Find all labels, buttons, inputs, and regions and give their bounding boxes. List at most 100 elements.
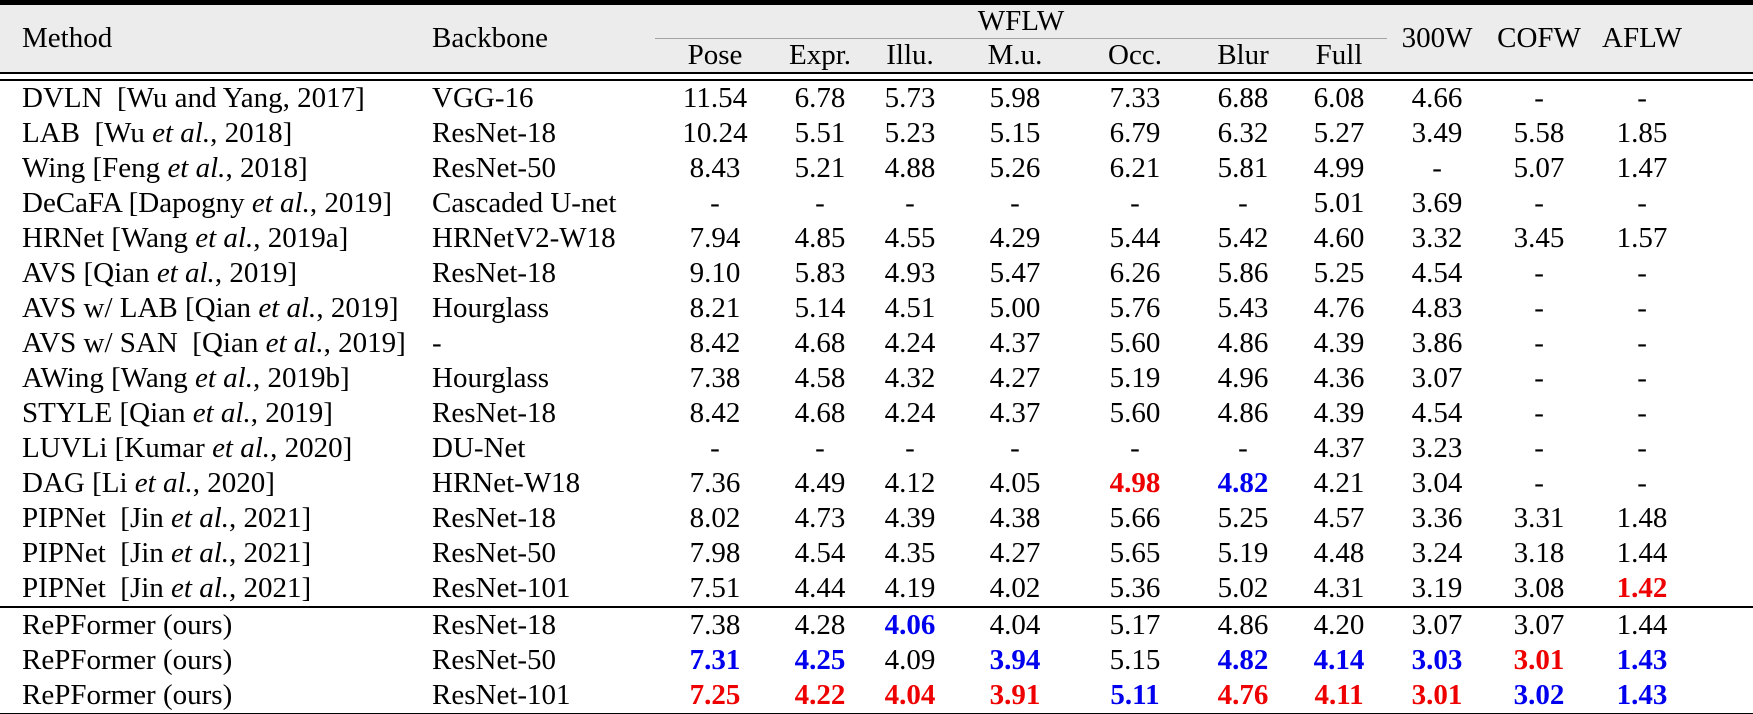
value-cell-expr: 4.22 [775,678,865,714]
method-cell: HRNet [Wang et al., 2019a] [0,221,410,256]
value-cell-expr: 4.28 [775,606,865,643]
table-body: DVLN [Wu and Yang, 2017] VGG-16 11.54 6.78 5… [0,72,1753,714]
method-cell: RePFormer (ours) [0,678,410,714]
value-cell-full: 4.39 [1291,396,1388,431]
value-cell-illu: - [865,186,955,221]
value-cell-mu: 4.37 [955,326,1075,361]
table-row: PIPNet [Jin et al., 2021] ResNet-18 8.02 4.… [0,501,1753,536]
value-cell-expr: 4.85 [775,221,865,256]
method-etal-italic: et al. [192,397,251,429]
value-cell-cofw: - [1487,466,1592,501]
value-cell-occ: 6.79 [1075,116,1195,151]
value-cell-pose: - [655,186,775,221]
value-cell-occ: - [1075,186,1195,221]
value-cell-aflw: 1.44 [1591,536,1753,571]
value-cell-expr: 6.78 [775,80,865,116]
value-cell-300w: 3.86 [1387,326,1488,361]
value-cell-expr: 4.73 [775,501,865,536]
value-cell-expr: 4.68 [775,326,865,361]
value-cell-full: 4.36 [1291,361,1388,396]
value-cell-pose: 7.25 [655,678,775,714]
method-etal-italic: et al. [194,362,253,394]
value-cell-cofw: - [1487,361,1592,396]
value-cell-300w: 4.66 [1387,80,1488,116]
value-cell-300w: 3.07 [1387,606,1488,643]
backbone-cell: ResNet-18 [410,256,655,291]
value-cell-blur: 5.43 [1195,291,1291,326]
method-cell: AWing [Wang et al., 2019b] [0,361,410,396]
value-cell-expr: 4.25 [775,643,865,678]
backbone-cell: Cascaded U-net [410,186,655,221]
value-cell-expr: 4.49 [775,466,865,501]
value-cell-pose: 7.38 [655,606,775,643]
method-citation-year: , 2019] [214,257,297,289]
value-cell-blur: - [1195,431,1291,466]
method-name: DeCaFA [Dapogny [22,187,252,219]
method-cell: STYLE [Qian et al., 2019] [0,396,410,431]
value-cell-full: 4.31 [1291,571,1388,607]
value-cell-mu: 5.00 [955,291,1075,326]
method-name: AVS w/ LAB [Qian [22,292,259,324]
value-cell-occ: 4.98 [1075,466,1195,501]
value-cell-cofw: 5.07 [1487,151,1592,186]
value-cell-illu: 4.12 [865,466,955,501]
value-cell-full: 4.37 [1291,431,1388,466]
value-cell-full: 4.14 [1291,643,1388,678]
method-name: AVS [Qian [22,257,157,289]
method-name: LUVLi [Kumar [22,432,213,464]
value-cell-pose: 8.43 [655,151,775,186]
method-etal-italic: et al. [212,432,271,464]
value-cell-full: 4.57 [1291,501,1388,536]
value-cell-blur: 4.86 [1195,326,1291,361]
value-cell-cofw: 3.01 [1487,643,1592,678]
method-name: Wing [Feng [22,152,168,184]
col-header-backbone: Backbone [410,2,655,73]
value-cell-aflw: 1.42 [1591,571,1753,607]
value-cell-mu: 4.38 [955,501,1075,536]
value-cell-cofw: 3.08 [1487,571,1592,607]
value-cell-aflw: 1.57 [1591,221,1753,256]
value-cell-cofw: 3.02 [1487,678,1592,714]
value-cell-occ: 5.36 [1075,571,1195,607]
value-cell-full: 4.99 [1291,151,1388,186]
value-cell-mu: 3.91 [955,678,1075,714]
method-citation-year: , 2021] [229,537,312,569]
value-cell-aflw: 1.43 [1591,643,1753,678]
value-cell-illu: 4.06 [865,606,955,643]
value-cell-cofw: 3.31 [1487,501,1592,536]
method-cell: RePFormer (ours) [0,606,410,643]
value-cell-300w: 3.04 [1387,466,1488,501]
col-header-occ: Occ. [1075,38,1195,73]
value-cell-full: 4.48 [1291,536,1388,571]
method-cell: Wing [Feng et al., 2018] [0,151,410,186]
value-cell-illu: 4.39 [865,501,955,536]
value-cell-pose: 7.51 [655,571,775,607]
value-cell-300w: 3.01 [1387,678,1488,714]
method-etal-italic: et al. [171,572,230,604]
value-cell-mu: 4.02 [955,571,1075,607]
col-header-blur: Blur [1195,38,1291,73]
value-cell-300w: 4.54 [1387,256,1488,291]
value-cell-occ: 5.66 [1075,501,1195,536]
header-body-divider [0,72,1753,81]
value-cell-300w: 4.54 [1387,396,1488,431]
method-name: RePFormer (ours) [22,609,233,641]
value-cell-occ: 5.44 [1075,221,1195,256]
backbone-cell: HRNetV2-W18 [410,221,655,256]
table-row: DeCaFA [Dapogny et al., 2019] Cascaded U-… [0,186,1753,221]
method-cell: PIPNet [Jin et al., 2021] [0,536,410,571]
value-cell-occ: 5.11 [1075,678,1195,714]
table-row: AVS [Qian et al., 2019] ResNet-18 9.10 5.83… [0,256,1753,291]
method-name: PIPNet [Jin [22,502,172,534]
value-cell-300w: 3.32 [1387,221,1488,256]
backbone-cell: - [410,326,655,361]
method-name: RePFormer (ours) [22,679,233,711]
value-cell-illu: 5.73 [865,80,955,116]
value-cell-expr: 4.44 [775,571,865,607]
value-cell-mu: 4.27 [955,361,1075,396]
table-row: PIPNet [Jin et al., 2021] ResNet-50 7.98 4.… [0,536,1753,571]
method-etal-italic: et al. [171,537,230,569]
value-cell-illu: 4.04 [865,678,955,714]
value-cell-occ: 5.15 [1075,643,1195,678]
method-cell: PIPNet [Jin et al., 2021] [0,571,410,607]
